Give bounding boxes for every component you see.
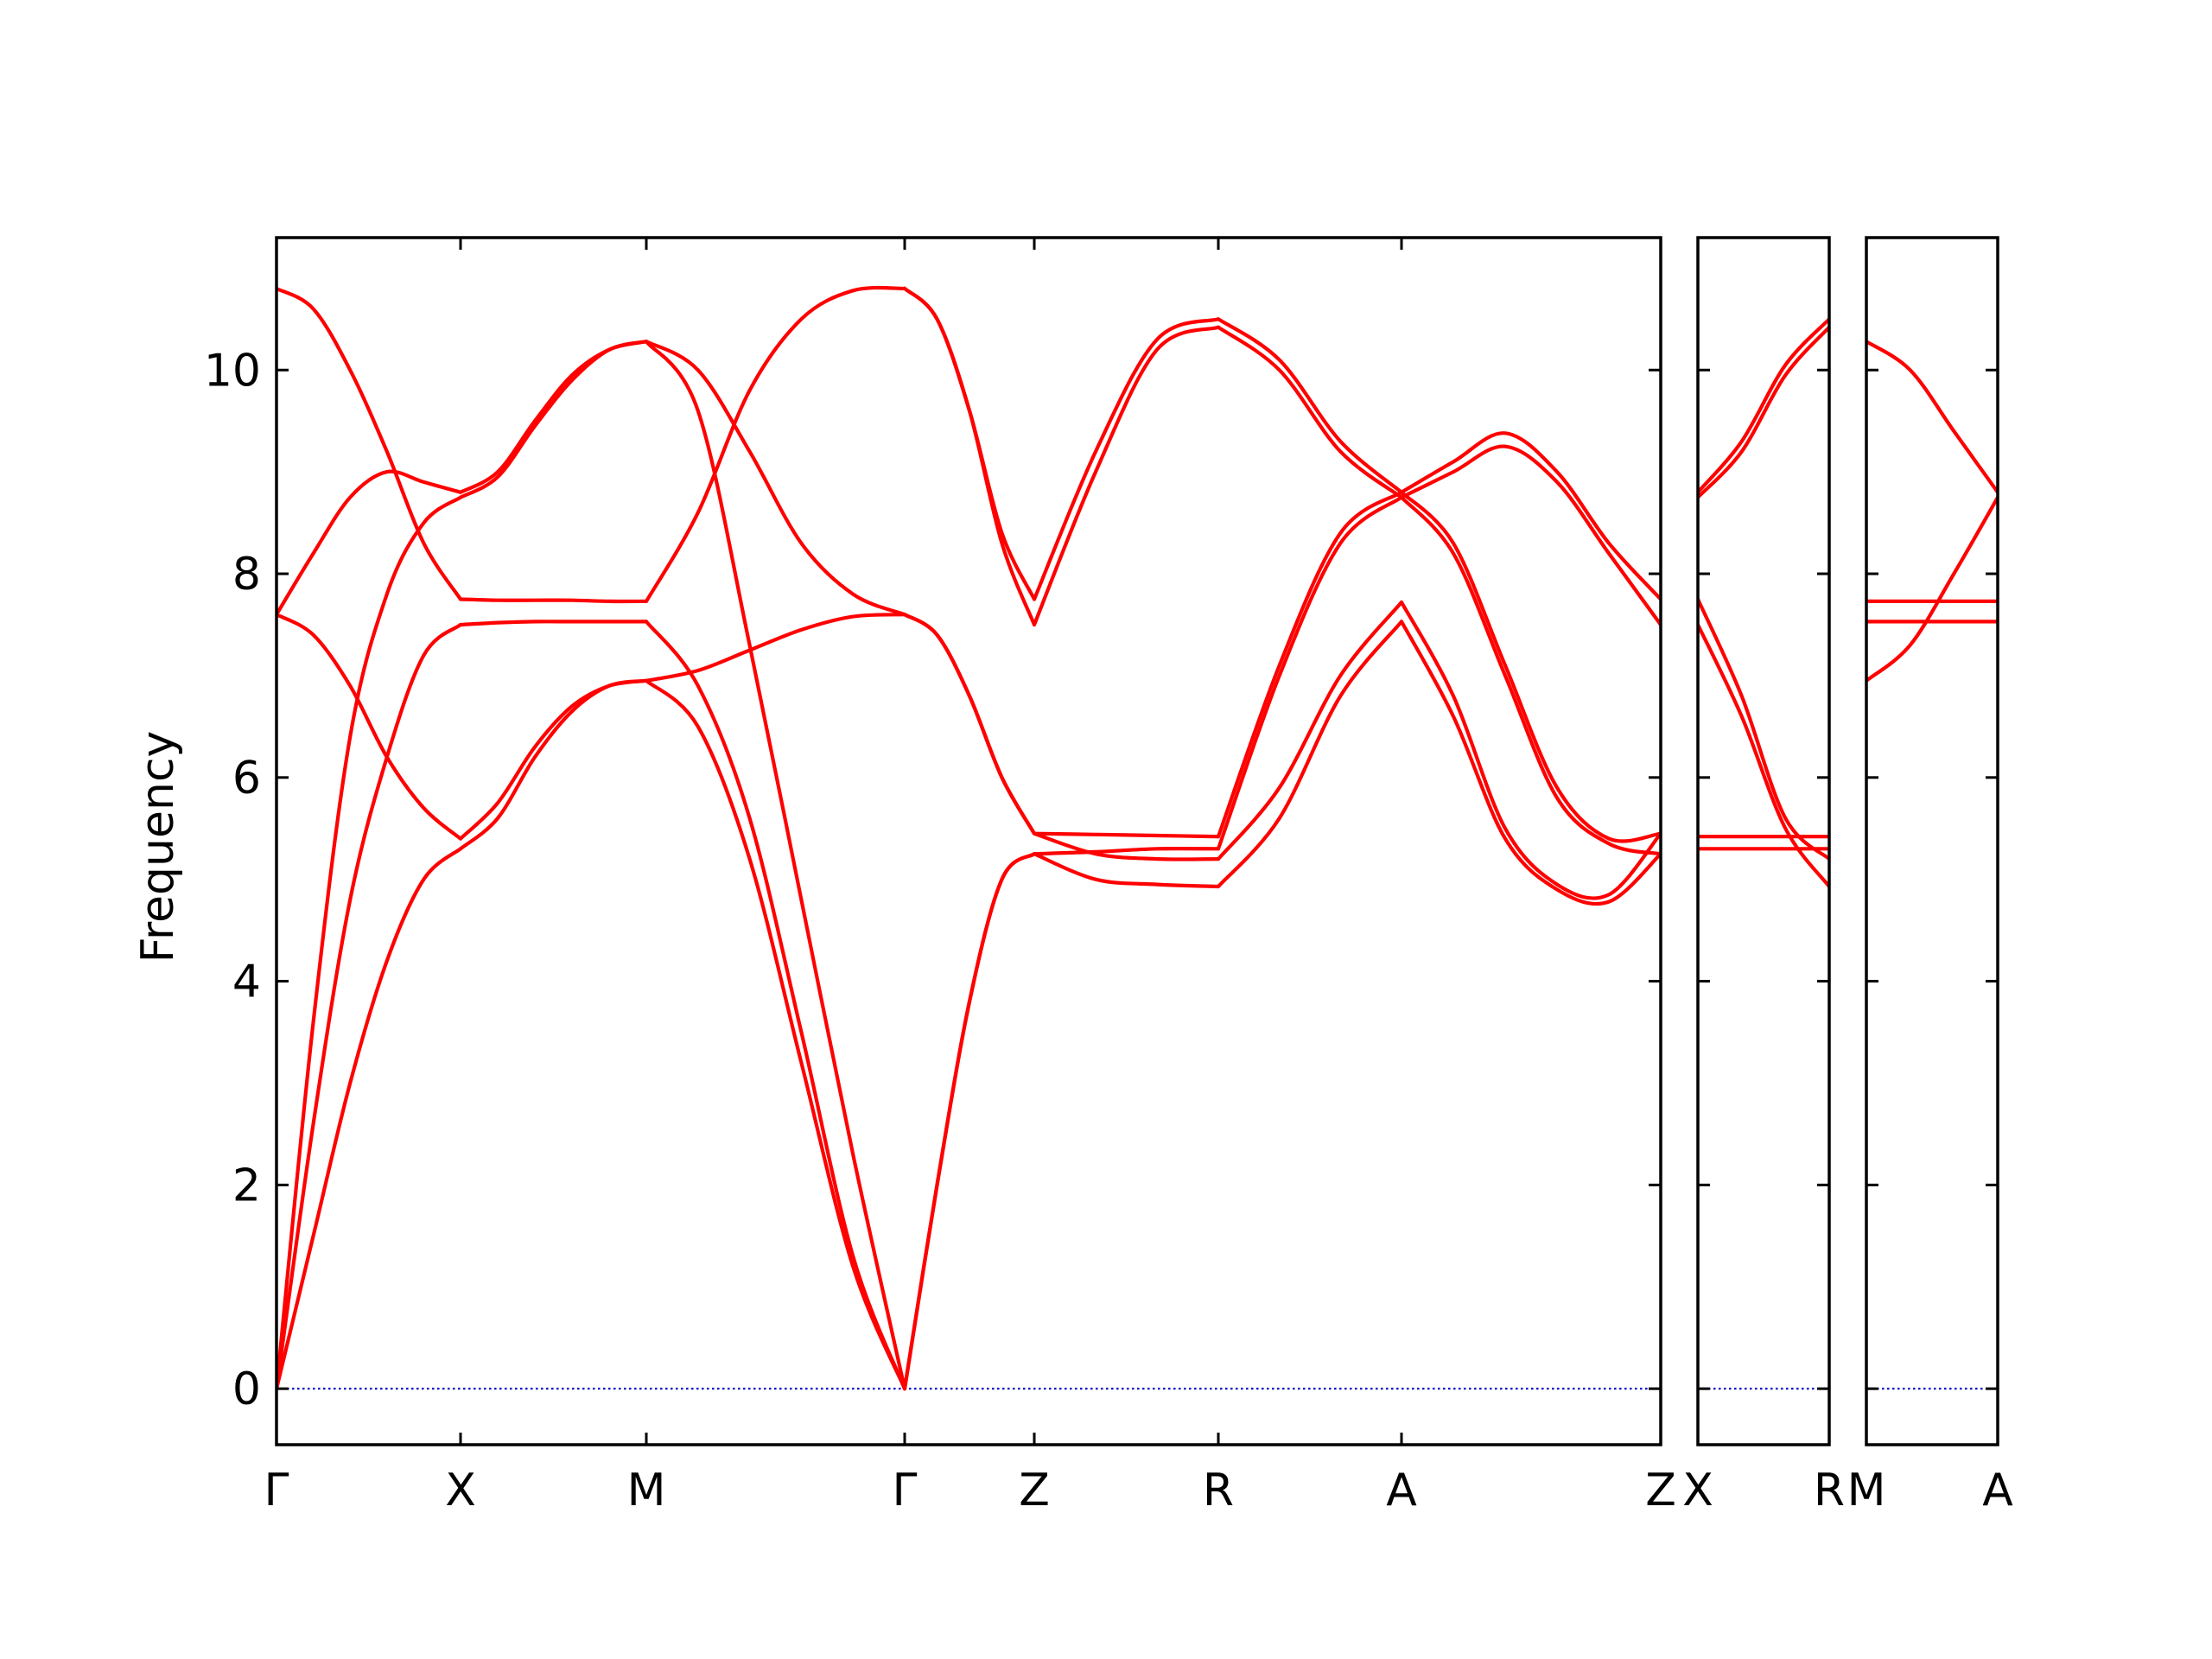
band-1-Γ-X [276, 847, 463, 1391]
panel-frame [275, 236, 1662, 1446]
y-tick-label: 4 [232, 957, 261, 1008]
band-4-X-R [1698, 597, 1829, 861]
x-tick-label: X [445, 1465, 476, 1516]
panel-frame [1696, 236, 1831, 1446]
x-tick-label: R [1203, 1465, 1234, 1516]
band-5-X-R [1698, 325, 1829, 499]
band-2-R-A [1216, 600, 1404, 861]
band-5-M-Γ [644, 285, 907, 603]
band-3-A-Z [1399, 495, 1661, 856]
band-6-Z-R [1032, 317, 1221, 601]
x-tick-label: R [1814, 1465, 1845, 1516]
band-1-X-M [458, 678, 649, 851]
panel-frame [1865, 236, 1999, 1446]
band-3-Γ-X [276, 495, 463, 1391]
band-3-Γ-Z [902, 286, 1037, 627]
band-5-A-Z [1399, 444, 1661, 627]
band-4-A-Z [1399, 490, 1661, 843]
x-tick-label: M [627, 1465, 666, 1516]
band-6-Γ-Z [902, 613, 1037, 836]
y-tick-label: 10 [204, 345, 261, 397]
band-4-R-A [1216, 490, 1404, 839]
x-tick-label: M [1847, 1465, 1886, 1516]
band-6-X-R [1698, 317, 1829, 494]
x-tick-label: Z [1019, 1465, 1050, 1516]
x-tick-label: A [1982, 1465, 2013, 1516]
band-4-Γ-X [276, 613, 463, 841]
band-2-Γ-Z [902, 852, 1037, 1391]
band-6-Γ-X [276, 286, 463, 601]
y-tick-label: 0 [232, 1363, 261, 1415]
band-2-Γ-X [276, 622, 463, 1391]
band-5-Γ-X [276, 469, 463, 617]
y-axis-title: Frequency [132, 731, 184, 963]
band-3-X-R [1698, 622, 1829, 889]
band-4-M-A [1866, 340, 1998, 494]
band-2-M-Γ [644, 620, 907, 1391]
y-tick-label: 2 [232, 1160, 261, 1211]
band-1-M-Γ [644, 678, 907, 1391]
band-6-X-M [458, 340, 649, 494]
y-tick-label: 6 [232, 753, 261, 804]
y-tick-label: 8 [232, 549, 261, 601]
band-5-Z-R [1032, 325, 1221, 627]
band-3-X-M [458, 620, 649, 627]
band-3-Z-R [1032, 846, 1221, 856]
band-5-R-A [1216, 325, 1404, 499]
band-4-M-Γ [644, 613, 907, 683]
band-2-Z-R [1032, 831, 1221, 861]
band-2-A-Z [1399, 600, 1661, 900]
band-6-M-Γ [644, 340, 907, 617]
band-3-R-A [1216, 495, 1404, 851]
x-tick-label: A [1386, 1465, 1417, 1516]
band-1-R-A [1216, 620, 1404, 889]
band-6-A-Z [1399, 431, 1661, 601]
band-1-Γ-Z [902, 852, 1037, 1391]
x-tick-label: Γ [893, 1465, 918, 1516]
band-4-Z-R [1032, 831, 1221, 839]
band-3-M-Γ [644, 340, 907, 1391]
band-4-X-M [458, 597, 649, 604]
band-1-M-A [1866, 495, 1998, 683]
x-tick-label: X [1682, 1465, 1713, 1516]
band-4-Γ-Z [902, 286, 1037, 601]
band-1-A-Z [1399, 620, 1661, 906]
band-1-Z-R [1032, 852, 1221, 889]
band-5-X-M [458, 340, 649, 499]
band-6-R-A [1216, 317, 1404, 494]
x-tick-label: Z [1645, 1465, 1676, 1516]
band-2-X-M [458, 678, 649, 841]
x-tick-label: Γ [264, 1465, 289, 1516]
